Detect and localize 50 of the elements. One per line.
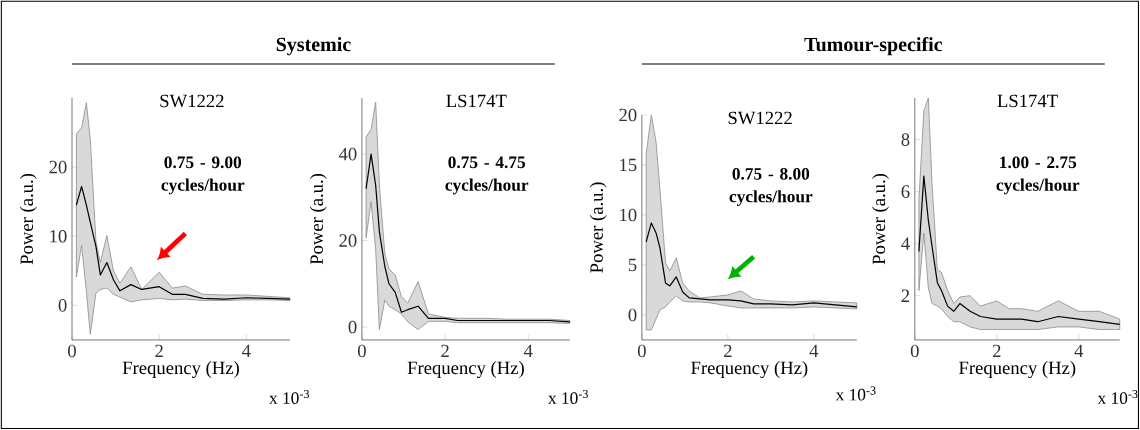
y-tick-label: 10 (620, 208, 637, 222)
text: x 10$^{-3}$ (269, 389, 309, 404)
x-tick-label: 2 (724, 344, 732, 358)
text: Systemic (276, 37, 351, 56)
y-tick-label: 15 (620, 158, 637, 172)
x-tick-label: 0 (910, 344, 919, 358)
chart-title: LS174T (446, 94, 507, 108)
x-axis-title: Frequency (Hz) (122, 361, 239, 379)
y-tick-label: 20 (49, 160, 67, 174)
x-tick-label: 4 (1074, 344, 1084, 357)
y-axis-title: Power (a.u.) (19, 173, 37, 265)
y-tick-label: 8 (901, 133, 910, 146)
y-tick-label: 0 (628, 308, 637, 322)
x-tick-label: 4 (242, 344, 251, 357)
annotation: 0.75 - 8.00 cycles/hour (729, 168, 813, 206)
x-tick-label: 0 (357, 344, 366, 358)
x-tick-label: 0 (68, 344, 76, 358)
x-tick-label: 2 (992, 344, 1001, 358)
y-tick-label: 5 (628, 258, 637, 272)
annotation: 1.00 - 2.75 cycles/hour (996, 156, 1080, 195)
y-tick-label: 0 (348, 320, 357, 334)
x-tick-label: 4 (809, 344, 819, 357)
annotation: 0.75 - 4.75 cycles/hour (445, 156, 529, 195)
line-series (645, 222, 858, 308)
chart-title: LS174T (997, 94, 1058, 108)
chart-title: SW1222 (728, 111, 792, 125)
chart-title: SW1222 (160, 94, 224, 108)
text: Tumour-specific (804, 37, 943, 56)
y-tick-label: 10 (50, 229, 67, 243)
y-axis-title: Power (a.u.) (589, 182, 607, 273)
y-tick-label: 4 (901, 237, 910, 250)
text: x 10$^{-3}$ (548, 389, 588, 404)
text: x 10$^{-3}$ (1097, 389, 1138, 404)
y-tick-label: 40 (338, 147, 357, 161)
annotation: 0.75 - 9.00 cycles/hour (161, 156, 245, 195)
x-axis-title: Frequency (Hz) (407, 361, 524, 379)
y-tick-label: 2 (901, 289, 910, 302)
y-tick-label: 20 (619, 108, 637, 122)
x-tick-label: 2 (441, 344, 449, 358)
y-tick-label: 0 (58, 299, 67, 312)
x-axis-title: Frequency (Hz) (959, 361, 1076, 379)
y-tick-label: 6 (901, 185, 910, 198)
y-axis-title: Power (a.u.) (872, 173, 889, 265)
text: x 10$^{-3}$ (835, 386, 876, 401)
y-tick-label: 20 (339, 234, 357, 247)
x-tick-label: 0 (637, 344, 646, 358)
x-tick-label: 2 (155, 344, 163, 358)
x-tick-label: 4 (523, 344, 533, 357)
y-axis-title: Power (a.u.) (309, 173, 327, 265)
x-axis-title: Frequency (Hz) (691, 361, 808, 379)
